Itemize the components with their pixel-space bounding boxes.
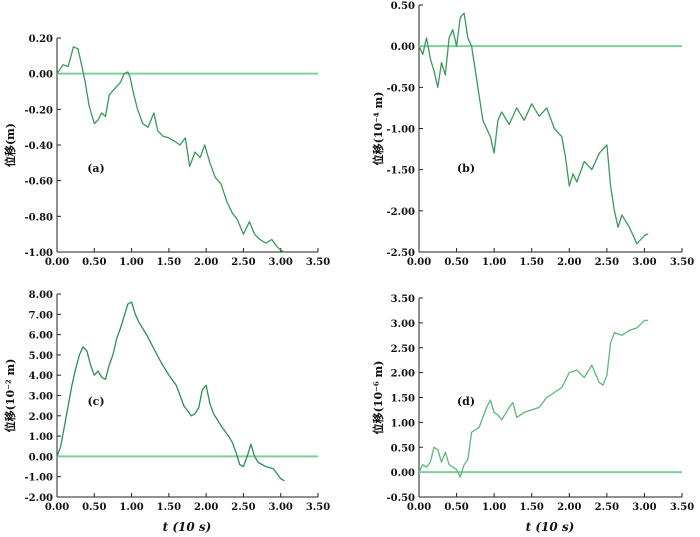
x-tick-label: 0.50 [444,502,468,513]
y-axis-label: 位移(10⁻⁴ m) [371,92,385,166]
x-tick-label: 1.50 [520,502,544,513]
x-tick-label: 1.50 [157,502,181,513]
y-tick-label: 0.00 [29,452,53,463]
y-axis-label: 位移(10⁻⁶ m) [371,361,385,435]
x-tick-label: 0.00 [45,502,69,513]
y-tick-label: 1.50 [391,394,415,405]
x-tick-label: 3.50 [306,257,330,268]
panel-label: (a) [87,162,105,175]
y-tick-label: 3.00 [391,319,415,330]
x-tick-label: 0.50 [444,257,468,268]
y-tick-label: 8.00 [29,290,53,301]
x-tick-label: 1.00 [482,257,506,268]
y-tick-label: 0.50 [391,1,415,12]
y-tick-label: -0.50 [386,493,415,504]
y-tick-label: 7.00 [29,310,53,321]
x-tick-label: 1.00 [482,502,506,513]
x-tick-label: 3.00 [269,257,293,268]
x-tick-label: 1.50 [520,257,544,268]
x-tick-label: 0.50 [82,257,106,268]
y-axis-label: 位移(m) [3,123,17,167]
y-tick-label: -2.00 [24,493,53,504]
panel-label: (d) [457,395,475,408]
y-tick-label: 0.20 [29,34,53,45]
x-tick-label: 0.00 [45,257,69,268]
y-tick-label: 0.50 [391,443,415,454]
y-tick-label: 0.00 [29,70,53,81]
y-tick-label: -2.50 [386,248,415,259]
x-tick-label: 3.00 [632,502,656,513]
y-tick-label: 0.00 [391,42,415,53]
x-tick-label: 1.00 [119,257,143,268]
x-axis-label: t (10 s) [526,520,575,534]
x-tick-label: 2.00 [194,502,218,513]
y-tick-label: -2.00 [386,207,415,218]
x-tick-label: 2.00 [194,257,218,268]
y-tick-label: -1.00 [386,125,415,136]
x-tick-label: 3.00 [632,257,656,268]
y-tick-label: 4.00 [29,371,53,382]
y-tick-label: 3.50 [391,294,415,305]
panel-label: (c) [87,395,104,408]
panel-label: (b) [457,162,475,175]
x-tick-label: 2.50 [595,502,619,513]
x-tick-label: 3.50 [670,257,694,268]
y-tick-label: -0.20 [24,105,53,116]
y-tick-label: -1.50 [386,166,415,177]
y-axis-label: 位移(10⁻² m) [3,359,17,433]
displacement-series-3 [56,301,285,482]
displacement-series-1 [56,46,285,253]
x-tick-label: 2.50 [231,257,255,268]
y-tick-label: 2.00 [29,412,53,423]
y-tick-label: 2.00 [391,369,415,380]
x-tick-label: 0.00 [407,257,431,268]
y-tick-label: -1.00 [24,473,53,484]
y-tick-label: -0.40 [24,141,53,152]
displacement-series-4 [418,319,649,478]
y-tick-label: 0.00 [391,468,415,479]
y-tick-label: 3.00 [29,392,53,403]
x-tick-label: 0.00 [407,502,431,513]
y-tick-label: 6.00 [29,331,53,342]
y-tick-label: -1.00 [24,248,53,259]
y-tick-label: -0.80 [24,212,53,223]
y-tick-label: 2.50 [391,344,415,355]
y-tick-label: -0.50 [386,83,415,94]
x-tick-label: 3.50 [670,502,694,513]
x-tick-label: 3.50 [306,502,330,513]
x-tick-label: 2.50 [595,257,619,268]
x-tick-label: 1.50 [157,257,181,268]
displacement-series-2 [418,12,649,245]
x-tick-label: 2.00 [557,257,581,268]
x-tick-label: 2.50 [231,502,255,513]
y-tick-label: 1.00 [391,418,415,429]
x-tick-label: 2.00 [557,502,581,513]
y-tick-label: 1.00 [29,432,53,443]
x-tick-label: 3.00 [269,502,293,513]
x-axis-label: t (10 s) [163,520,212,534]
y-tick-label: 5.00 [29,351,53,362]
y-tick-label: -0.60 [24,177,53,188]
x-tick-label: 0.50 [82,502,106,513]
x-tick-label: 1.00 [119,502,143,513]
